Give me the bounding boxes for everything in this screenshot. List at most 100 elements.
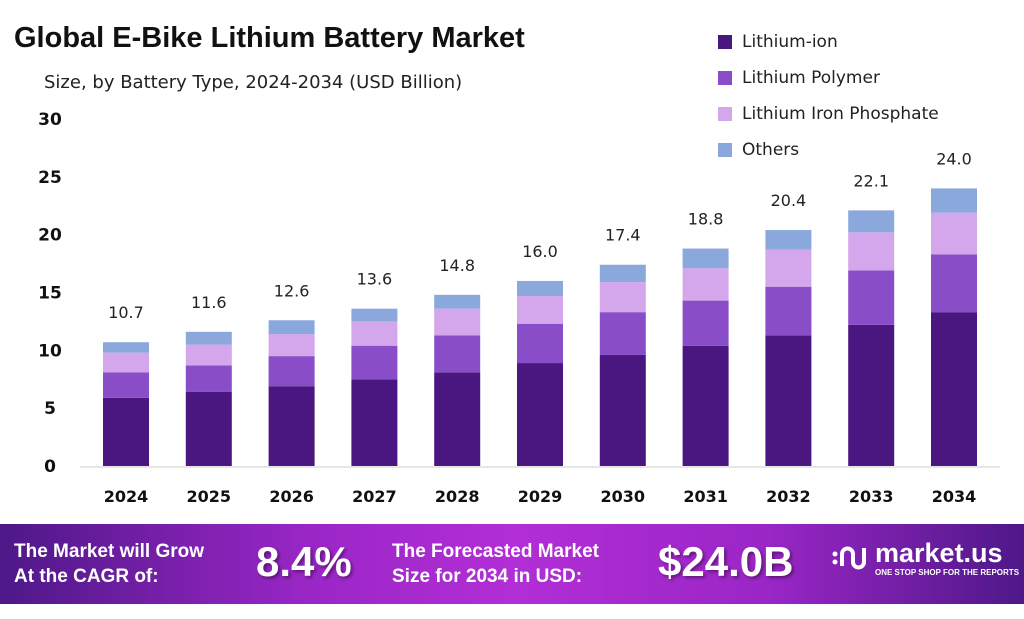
forecast-label-line1: The Forecasted Market <box>392 541 599 562</box>
x-tick-label: 2032 <box>766 487 811 506</box>
bar-segment-lithium-iron-phosphate <box>682 268 729 301</box>
total-data-label: 20.4 <box>771 191 807 210</box>
bar-segment-lithium-polymer <box>931 254 977 313</box>
y-tick-label: 5 <box>44 399 56 419</box>
bar-segment-lithium-polymer <box>599 312 646 355</box>
legend-swatch <box>718 35 732 49</box>
total-data-label: 12.6 <box>274 281 310 300</box>
footer-banner: The Market will Grow At the CAGR of: 8.4… <box>0 524 1024 604</box>
bar-segment-lithium-ion <box>848 324 895 466</box>
bar-segment-lithium-polymer <box>765 286 812 336</box>
x-tick-label: 2034 <box>932 487 977 506</box>
bar-segment-lithium-polymer <box>682 300 729 346</box>
bar-segment-others <box>268 320 315 335</box>
cagr-label-line1: The Market will Grow <box>14 541 205 562</box>
chart-title: Global E-Bike Lithium Battery Market <box>14 22 525 54</box>
chart-subtitle: Size, by Battery Type, 2024-2034 (USD Bi… <box>44 72 463 93</box>
legend-swatch <box>718 143 732 157</box>
total-data-label: 13.6 <box>357 270 393 289</box>
bar-segment-lithium-iron-phosphate <box>517 295 563 324</box>
bar-segment-others <box>848 210 895 233</box>
forecast-label: The Forecasted Market Size for 2034 in U… <box>392 539 599 589</box>
bar-segment-lithium-iron-phosphate <box>103 352 149 373</box>
bar-segment-others <box>351 308 398 322</box>
bar-segment-others <box>517 280 563 296</box>
total-data-label: 22.1 <box>853 171 889 190</box>
market-us-logo: market.us ONE STOP SHOP FOR THE REPORTS <box>832 538 1019 578</box>
bar-segment-lithium-polymer <box>103 372 149 398</box>
total-data-label: 16.0 <box>522 242 558 261</box>
bar-segment-others <box>185 331 232 345</box>
x-tick-label: 2030 <box>601 487 646 506</box>
legend-item-lithium-ion: Lithium-ion <box>718 24 939 60</box>
total-data-label: 11.6 <box>191 293 227 312</box>
bar-segment-lithium-polymer <box>848 270 895 325</box>
bar-segment-lithium-polymer <box>268 356 315 387</box>
total-data-label: 17.4 <box>605 226 641 245</box>
x-tick-label: 2028 <box>435 487 480 506</box>
logo-tagline: ONE STOP SHOP FOR THE REPORTS <box>875 568 1020 577</box>
bar-segment-lithium-iron-phosphate <box>185 344 232 366</box>
bar-segment-others <box>931 188 977 213</box>
bar-segment-others <box>103 342 149 353</box>
legend-item-lfp: Lithium Iron Phosphate <box>718 96 939 132</box>
bar-segment-lithium-ion <box>765 335 812 466</box>
bar-segment-lithium-iron-phosphate <box>351 321 398 346</box>
total-data-label: 24.0 <box>936 149 972 168</box>
legend: Lithium-ion Lithium Polymer Lithium Iron… <box>718 24 939 168</box>
bar-segment-lithium-iron-phosphate <box>848 232 895 271</box>
bar-segment-lithium-polymer <box>434 335 481 373</box>
total-data-label: 18.8 <box>688 210 724 229</box>
bar-segment-lithium-polymer <box>185 365 232 392</box>
x-tick-label: 2026 <box>269 487 314 506</box>
bar-segment-lithium-ion <box>599 354 646 466</box>
x-tick-label: 2033 <box>849 487 894 506</box>
bar-segment-lithium-ion <box>185 391 232 466</box>
x-tick-label: 2024 <box>104 487 149 506</box>
bar-segment-lithium-iron-phosphate <box>268 334 315 357</box>
y-tick-label: 20 <box>38 226 62 246</box>
bar-segment-others <box>434 294 481 309</box>
x-tick-label: 2031 <box>683 487 728 506</box>
legend-item-lithium-polymer: Lithium Polymer <box>718 60 939 96</box>
bar-segment-lithium-iron-phosphate <box>765 249 812 287</box>
y-tick-label: 25 <box>38 168 62 188</box>
legend-label: Others <box>742 140 800 160</box>
bar-segment-others <box>765 230 812 250</box>
bar-segment-lithium-polymer <box>351 345 398 380</box>
legend-label: Lithium Polymer <box>742 68 880 88</box>
legend-label: Lithium Iron Phosphate <box>742 104 939 124</box>
cagr-label: The Market will Grow At the CAGR of: <box>14 539 204 589</box>
bar-segment-lithium-polymer <box>517 323 563 364</box>
bar-segment-lithium-ion <box>351 379 398 466</box>
bar-segment-others <box>599 264 646 283</box>
bar-segment-lithium-ion <box>268 386 315 466</box>
logo-mark-icon <box>832 546 866 570</box>
bar-segment-lithium-iron-phosphate <box>434 308 481 336</box>
logo-text: market.us <box>875 538 1003 568</box>
y-tick-label: 0 <box>44 457 56 477</box>
bar-segment-lithium-ion <box>103 397 149 466</box>
cagr-label-line2: At the CAGR of: <box>14 566 159 587</box>
x-tick-label: 2027 <box>352 487 397 506</box>
x-tick-label: 2025 <box>187 487 232 506</box>
bar-segment-lithium-iron-phosphate <box>931 212 977 255</box>
legend-swatch <box>718 107 732 121</box>
bar-segment-lithium-ion <box>434 372 481 466</box>
stacked-bar-chart: 05101520253010.7202411.6202512.6202613.6… <box>38 110 1000 506</box>
y-tick-label: 30 <box>38 110 62 130</box>
y-tick-label: 15 <box>38 284 62 304</box>
legend-swatch <box>718 71 732 85</box>
x-tick-label: 2029 <box>518 487 563 506</box>
forecast-value: $24.0B <box>658 538 794 585</box>
bar-segment-lithium-iron-phosphate <box>599 282 646 313</box>
bar-segment-lithium-ion <box>517 363 563 466</box>
bar-segment-lithium-ion <box>682 345 729 466</box>
bar-segment-lithium-ion <box>931 312 977 466</box>
y-tick-label: 10 <box>38 341 62 361</box>
legend-label: Lithium-ion <box>742 32 838 52</box>
bar-segment-others <box>682 248 729 269</box>
total-data-label: 10.7 <box>108 303 144 322</box>
total-data-label: 14.8 <box>439 256 475 275</box>
cagr-value: 8.4% <box>256 538 352 585</box>
